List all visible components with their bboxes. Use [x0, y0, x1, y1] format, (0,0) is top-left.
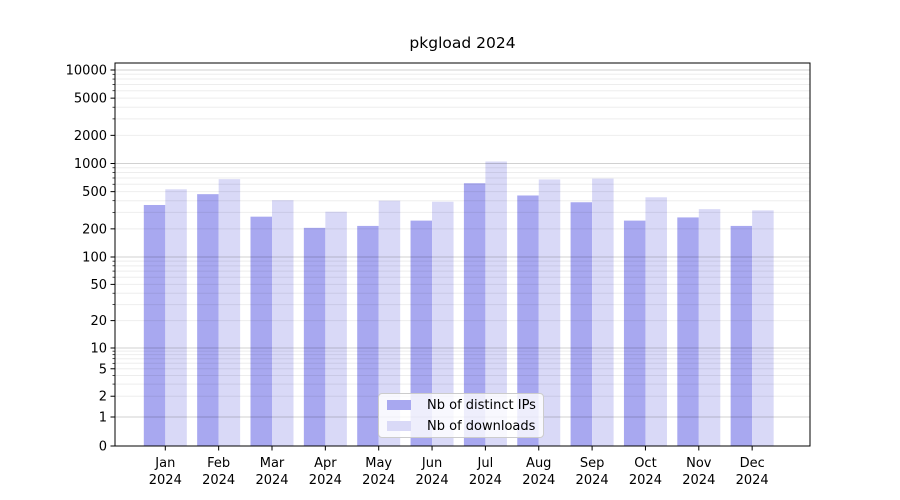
x-tick-label-month: Jul — [477, 456, 494, 471]
bar-apr-downloads — [325, 211, 347, 446]
legend-item-distinct-ips: Nb of distinct IPs — [387, 395, 543, 416]
legend-item-downloads: Nb of downloads — [387, 416, 543, 437]
bar-jan-downloads — [165, 189, 187, 446]
y-tick-label: 0 — [99, 440, 107, 455]
legend-label-distinct-ips: Nb of distinct IPs — [427, 397, 536, 413]
x-tick-label-year: 2024 — [469, 473, 502, 488]
x-tick-label-year: 2024 — [149, 473, 182, 488]
bar-aug-distinct-ips — [517, 195, 539, 446]
x-tick-label-month: Nov — [686, 456, 712, 471]
bar-apr-distinct-ips — [303, 227, 326, 446]
x-tick-label-month: Aug — [526, 456, 551, 471]
y-tick-label: 20 — [90, 314, 107, 329]
x-tick-label-year: 2024 — [682, 473, 715, 488]
bar-oct-distinct-ips — [623, 220, 646, 446]
y-tick-label: 5000 — [74, 92, 107, 107]
bar-mar-distinct-ips — [250, 216, 272, 446]
bar-aug-downloads — [538, 179, 561, 447]
bar-may-downloads — [378, 200, 401, 446]
y-tick-label: 2 — [99, 390, 107, 405]
y-tick-label: 500 — [82, 185, 107, 200]
x-tick-label-year: 2024 — [416, 473, 449, 488]
legend: Nb of distinct IPs Nb of downloads — [378, 393, 544, 438]
y-tick-label: 1000 — [74, 157, 107, 172]
x-tick-label-month: Sep — [580, 456, 605, 471]
bar-feb-distinct-ips — [197, 194, 219, 446]
x-tick-label-month: Feb — [207, 456, 230, 471]
bar-jun-distinct-ips — [410, 220, 433, 446]
bar-sep-distinct-ips — [570, 202, 593, 446]
x-tick-label-year: 2024 — [736, 473, 769, 488]
x-tick-label-year: 2024 — [522, 473, 555, 488]
y-tick-label: 200 — [82, 222, 107, 237]
chart-title: pkgload 2024 — [409, 34, 516, 52]
y-tick-label: 5 — [99, 362, 107, 377]
bar-mar-downloads — [272, 200, 294, 446]
bar-dec-downloads — [752, 210, 774, 446]
y-tick-label: 50 — [90, 278, 107, 293]
y-tick-label: 1 — [99, 411, 107, 426]
x-tick-label-month: Mar — [260, 456, 285, 471]
bar-feb-downloads — [218, 179, 241, 447]
legend-swatch-downloads — [387, 421, 411, 431]
x-tick-label-month: Jan — [154, 456, 175, 471]
axes-frame — [114, 62, 811, 447]
y-tick-label: 2000 — [74, 129, 107, 144]
x-tick-label-month: Dec — [740, 456, 765, 471]
y-tick-label: 10000 — [66, 64, 107, 79]
bar-oct-downloads — [645, 197, 667, 446]
bar-jan-distinct-ips — [143, 204, 166, 446]
bar-jul-downloads — [485, 161, 507, 446]
bar-jun-downloads — [432, 201, 454, 446]
x-tick-label-year: 2024 — [309, 473, 342, 488]
y-tick-label: 10 — [90, 342, 107, 357]
bar-dec-distinct-ips — [730, 225, 753, 446]
bar-nov-downloads — [698, 209, 721, 446]
legend-label-downloads: Nb of downloads — [427, 418, 536, 434]
legend-swatch-distinct-ips — [387, 400, 411, 410]
bar-may-distinct-ips — [357, 225, 379, 446]
x-tick-label-month: May — [365, 456, 392, 471]
y-tick-label: 100 — [82, 251, 107, 266]
x-tick-label-year: 2024 — [202, 473, 235, 488]
x-tick-label-month: Oct — [634, 456, 656, 471]
bar-sep-downloads — [592, 178, 614, 446]
x-tick-label-year: 2024 — [576, 473, 609, 488]
bar-nov-distinct-ips — [677, 217, 699, 446]
x-tick-label-year: 2024 — [629, 473, 662, 488]
x-tick-label-month: Jun — [421, 456, 442, 471]
x-tick-label-year: 2024 — [255, 473, 288, 488]
bar-jul-distinct-ips — [463, 183, 486, 446]
x-tick-label-month: Apr — [314, 456, 337, 471]
x-tick-label-year: 2024 — [362, 473, 395, 488]
